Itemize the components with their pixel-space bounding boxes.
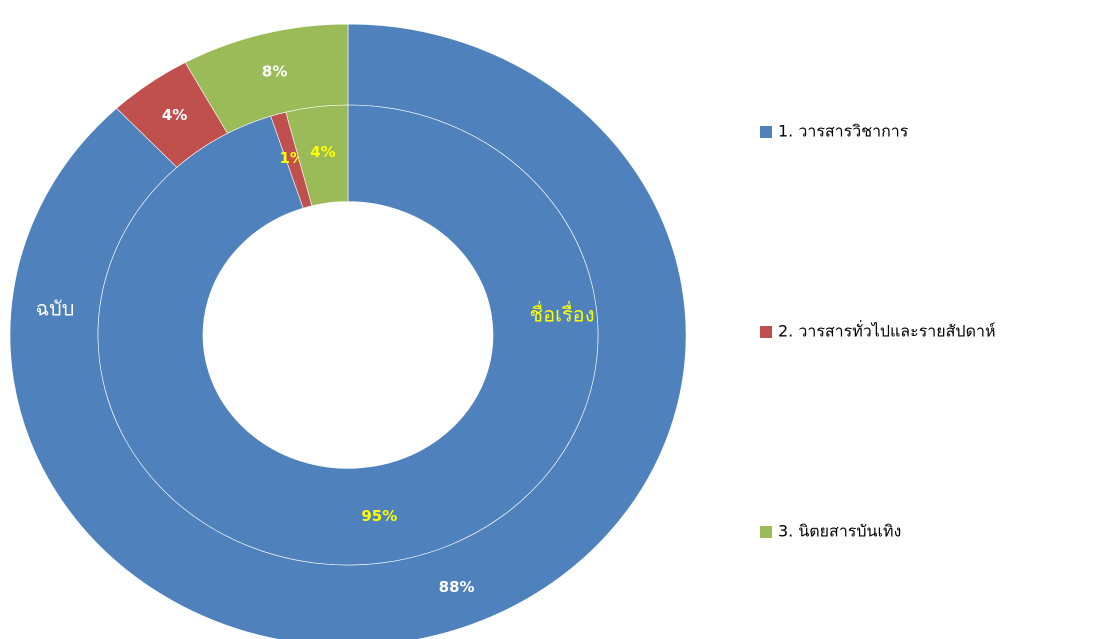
data-label: 88% [439, 578, 475, 596]
legend-label: 3. นิตยสารบันเทิง [778, 522, 901, 541]
donut-slice [285, 104, 349, 207]
legend-label: 2. วารสารทั่วไปและรายสัปดาห์ [778, 320, 996, 341]
data-label: 8% [262, 63, 287, 81]
data-label: 4% [310, 143, 335, 161]
legend-swatch [760, 526, 772, 538]
legend-swatch [760, 326, 772, 338]
legend-swatch [760, 126, 772, 138]
legend-label: 1. วารสารวิชาการ [778, 122, 909, 141]
donut-slice [97, 104, 599, 566]
ring-label: ฉบับ [35, 297, 74, 321]
data-label: 95% [361, 507, 397, 525]
data-label: 4% [162, 106, 187, 124]
ring-label: ชื่อเรื่อง [530, 301, 595, 327]
